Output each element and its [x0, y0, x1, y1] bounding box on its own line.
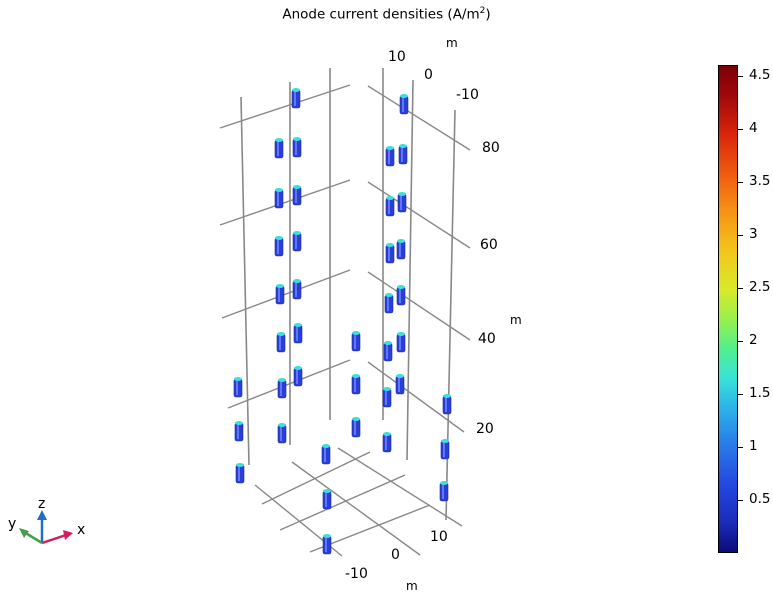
- colorbar-tick-label: 2.5: [749, 278, 771, 295]
- colorbar-tick-label: 1.5: [749, 384, 771, 401]
- anode-cylinder: [396, 285, 406, 306]
- z-axis-unit: m: [510, 313, 522, 327]
- anode-cylinder: [396, 239, 406, 260]
- anode-cylinder: [321, 444, 331, 465]
- anode-cylinder: [395, 374, 405, 395]
- anode-cylinder: [385, 196, 395, 217]
- anode-cylinder: [276, 332, 286, 353]
- z-arrow-icon: [37, 510, 47, 520]
- anode-cylinder: [292, 231, 302, 252]
- anode-cylinder: [293, 323, 303, 344]
- anode-cylinder: [399, 94, 409, 115]
- x-axis-unit: m: [406, 579, 418, 593]
- y-axis-unit: m: [446, 36, 458, 50]
- anode-cylinder: [234, 421, 244, 442]
- anode-cylinder: [440, 439, 450, 460]
- y-tick-label: 0: [424, 67, 433, 83]
- anode-cylinder: [351, 374, 361, 395]
- anode-cylinder: [351, 331, 361, 352]
- axis-triad: z x y: [8, 496, 85, 545]
- colorbar-tick-label: 3: [749, 225, 758, 242]
- triad-x-label: x: [77, 522, 85, 538]
- anode-cylinder: [292, 137, 302, 158]
- plot-title: Anode current densities (A/m2): [0, 6, 773, 23]
- vertical-grid-lines: [240, 68, 456, 521]
- anode-cylinder: [383, 341, 393, 362]
- colorbar-tick-label: 3.5: [749, 172, 771, 189]
- colorbar-tick-mark: [738, 446, 743, 448]
- y-arrow-icon: [19, 528, 29, 538]
- anode-cylinder: [292, 279, 302, 300]
- anode-cylinder: [277, 423, 287, 444]
- y-tick-label: 10: [388, 49, 406, 65]
- colorbar-tick-mark: [738, 128, 743, 130]
- anode-cylinder: [439, 481, 449, 502]
- colorbar-tick-label: 4: [749, 119, 758, 136]
- x-tick-label: -10: [345, 566, 368, 582]
- anode-cylinder: [396, 332, 406, 353]
- anode-cylinder: [235, 463, 245, 484]
- anode-cylinder: [274, 138, 284, 159]
- anode-cylinder: [322, 534, 332, 555]
- x-tick-label: 10: [430, 529, 448, 545]
- z-tick-label: 20: [476, 421, 494, 437]
- colorbar-tick-mark: [738, 287, 743, 289]
- anode-cylinder: [442, 394, 452, 415]
- anode-cylinder: [274, 236, 284, 257]
- anode-cylinder: [292, 185, 302, 206]
- z-tick-label: 40: [478, 331, 496, 347]
- floor-grid: [254, 447, 463, 557]
- anode-cylinder: [382, 387, 392, 408]
- anode-cylinder: [398, 144, 408, 165]
- z-tick-label: 60: [480, 237, 498, 253]
- colorbar-tick-mark: [738, 340, 743, 342]
- y-tick-label: -10: [456, 87, 479, 103]
- anode-cylinder: [397, 192, 407, 213]
- triad-z-label: z: [38, 496, 45, 512]
- anode-cylinders: [233, 88, 452, 555]
- plot-title-text: Anode current densities (A/m: [282, 6, 480, 23]
- colorbar-tick-mark: [738, 181, 743, 183]
- colorbar-tick-mark: [738, 75, 743, 77]
- anode-cylinder: [384, 293, 394, 314]
- plot-title-sup: 2: [479, 6, 486, 16]
- x-tick-label: 0: [391, 547, 400, 563]
- colorbar-tick-mark: [738, 234, 743, 236]
- anode-cylinder: [293, 366, 303, 387]
- left-wall-grid: [219, 84, 351, 409]
- colorbar-tick-label: 1: [749, 437, 758, 454]
- anode-cylinder: [291, 88, 301, 109]
- grid-vertical-line: [406, 79, 414, 461]
- colorbar-tick-label: 0.5: [749, 490, 771, 507]
- anode-cylinder: [385, 146, 395, 167]
- anode-cylinder: [382, 432, 392, 453]
- grid-vertical-line: [240, 96, 250, 466]
- colorbar-tick-label: 4.5: [749, 66, 771, 83]
- x-arrow-icon: [63, 530, 73, 540]
- anode-cylinder: [351, 417, 361, 438]
- anode-cylinder: [385, 243, 395, 264]
- colorbar-tick-label: 2: [749, 331, 758, 348]
- anode-cylinder: [275, 284, 285, 305]
- anode-cylinder: [322, 489, 332, 510]
- plot-title-close: ): [485, 6, 491, 23]
- colorbar-tick-mark: [738, 393, 743, 395]
- right-wall-grid: [367, 85, 471, 433]
- anode-cylinder: [277, 378, 287, 399]
- colorbar-tick-mark: [738, 499, 743, 501]
- z-tick-label: 80: [482, 140, 500, 156]
- color-legend-bar: [718, 65, 738, 553]
- anode-cylinder: [274, 188, 284, 209]
- anode-cylinder: [233, 377, 243, 398]
- triad-y-label: y: [8, 516, 16, 532]
